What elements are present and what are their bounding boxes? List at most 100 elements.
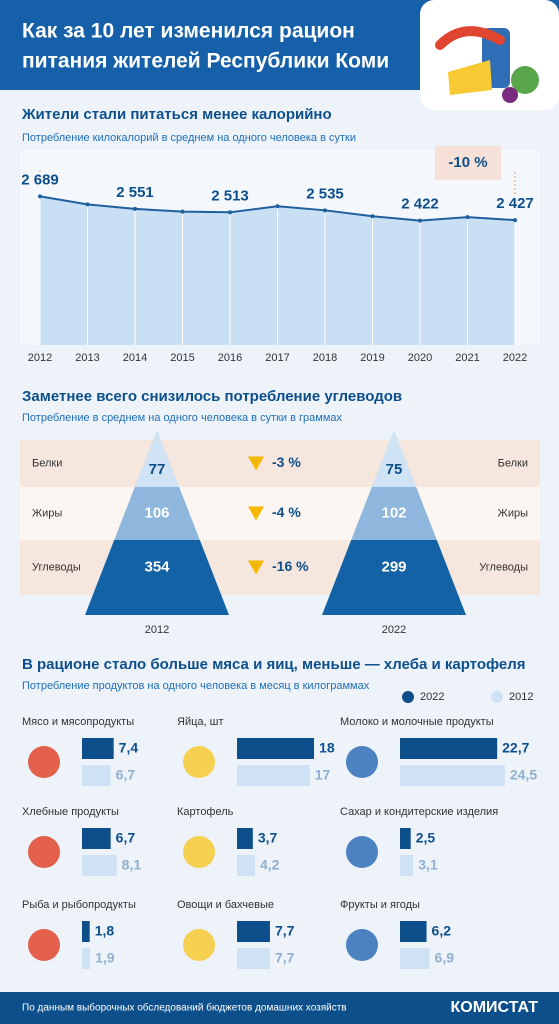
x-tick-label: 2022: [503, 352, 527, 364]
data-label: 2 535: [306, 185, 344, 202]
bar: [400, 855, 414, 876]
category-label: Хлебные продукты: [22, 806, 119, 818]
point: [133, 206, 137, 211]
change-label: -16 %: [272, 558, 309, 574]
eggplant-icon: [502, 87, 518, 103]
product-icon: [28, 746, 60, 778]
year-label: 2012: [145, 624, 169, 636]
change-label: -3 %: [272, 454, 301, 470]
annotation-box: [435, 146, 501, 180]
data-label: 1,8: [95, 923, 115, 939]
section-subtitle: Потребление продуктов на одного человека…: [22, 680, 370, 692]
category-label: Яйца, шт: [177, 716, 223, 728]
data-label: 2 513: [211, 187, 249, 204]
section-title: В рационе стало больше мяса и яиц, меньш…: [22, 656, 526, 673]
pyramid-layer: [114, 487, 200, 540]
point: [180, 209, 185, 214]
product-icon: [28, 836, 60, 868]
category-label: Жиры: [498, 507, 528, 519]
data-label: 3,7: [258, 830, 278, 846]
point: [465, 215, 470, 220]
category-label: Молоко и молочные продукты: [340, 716, 494, 728]
legend-label: 2022: [420, 691, 444, 703]
pyramid-value: 106: [144, 504, 169, 521]
category-label: Мясо и мясопродукты: [22, 716, 134, 728]
data-label: 7,4: [119, 740, 139, 756]
legend-swatch: [402, 691, 414, 703]
data-label: 6,7: [116, 767, 136, 783]
pyramid-layer: [85, 540, 229, 615]
data-label: 7,7: [275, 950, 295, 966]
data-label: 7,7: [275, 923, 295, 939]
point: [323, 208, 327, 213]
product-icon: [183, 929, 215, 961]
product-icon: [28, 929, 60, 961]
category-label: Жиры: [32, 507, 62, 519]
bar: [82, 738, 114, 759]
data-label: 18: [319, 740, 335, 756]
category-label: Углеводы: [32, 561, 81, 573]
x-tick-label: 2020: [408, 352, 432, 364]
point: [370, 214, 375, 219]
footer-band: [0, 992, 559, 1024]
legend-label: 2012: [509, 691, 533, 703]
data-label: 22,7: [502, 740, 529, 756]
x-tick-label: 2021: [455, 352, 479, 364]
x-tick-label: 2015: [170, 352, 194, 364]
data-label: 1,9: [95, 950, 115, 966]
row-band: [20, 440, 540, 487]
data-label: 2,5: [416, 830, 436, 846]
x-tick-label: 2017: [265, 352, 289, 364]
product-icon: [183, 746, 215, 778]
data-label: 2 422: [401, 196, 439, 213]
category-label: Белки: [32, 457, 62, 469]
pyramid-value: 77: [149, 461, 166, 478]
bar: [237, 855, 255, 876]
bar: [82, 855, 117, 876]
footer-brand: КОМИСТАТ: [451, 999, 539, 1016]
product-icon: [346, 836, 378, 868]
data-label: 2 427: [496, 195, 534, 212]
bar: [237, 921, 270, 942]
bar: [82, 765, 111, 786]
bar: [237, 738, 315, 759]
bar: [237, 948, 270, 969]
pyramid-value: 75: [386, 461, 403, 478]
data-label: 24,5: [510, 767, 537, 783]
category-label: Белки: [498, 457, 528, 469]
x-tick-label: 2013: [75, 352, 99, 364]
down-arrow: [248, 506, 264, 521]
data-label: 6,2: [432, 923, 452, 939]
bar: [400, 921, 427, 942]
point: [228, 210, 232, 215]
point: [275, 204, 280, 209]
header-title: Как за 10 лет изменился рацион: [22, 20, 355, 43]
product-icon: [346, 746, 378, 778]
bar: [400, 738, 498, 759]
bar: [400, 828, 411, 849]
category-label: Сахар и кондитерские изделия: [340, 806, 498, 818]
bar: [237, 828, 253, 849]
bar: [400, 948, 430, 969]
cabbage-icon: [511, 66, 539, 94]
section-subtitle: Потребление в среднем на одного человека…: [22, 412, 343, 424]
x-tick-label: 2019: [360, 352, 384, 364]
category-label: Фрукты и ягоды: [340, 899, 420, 911]
data-label: 6,9: [435, 950, 455, 966]
category-label: Картофель: [177, 806, 234, 818]
x-tick-label: 2012: [28, 352, 52, 364]
down-arrow: [248, 456, 264, 471]
data-label: 8,1: [122, 857, 142, 873]
point: [85, 202, 90, 207]
section-title: Жители стали питаться менее калорийно: [21, 106, 332, 123]
pyramid-layer: [322, 540, 466, 615]
category-label: Рыба и рыбопродукты: [22, 899, 136, 911]
section-title: Заметнее всего снизилось потребление угл…: [22, 388, 402, 405]
footer-source: По данным выборочных обследований бюджет…: [22, 1002, 347, 1014]
bar: [82, 948, 91, 969]
x-tick-label: 2016: [218, 352, 242, 364]
data-label: 17: [315, 767, 331, 783]
product-icon: [346, 929, 378, 961]
x-tick-label: 2018: [313, 352, 337, 364]
